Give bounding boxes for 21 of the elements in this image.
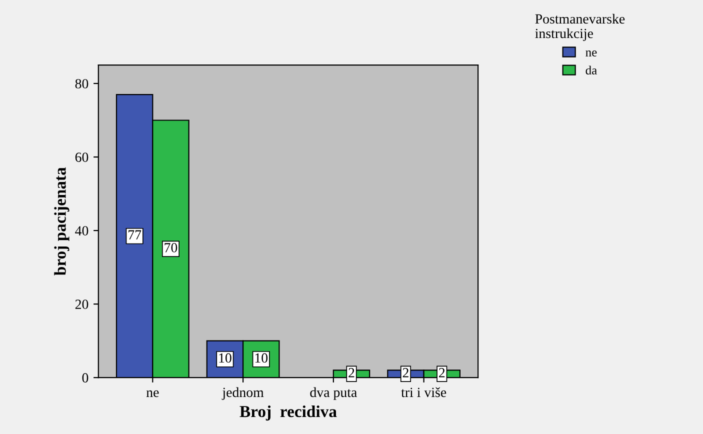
x-tick-label: jednom (222, 387, 264, 400)
legend-label: ne (586, 50, 597, 56)
data-label: 10 (255, 353, 268, 363)
x-axis-title: Broj recidiva (240, 405, 337, 421)
y-tick-label: 0 (82, 373, 88, 383)
data-label: 10 (219, 353, 232, 363)
y-tick-label: 20 (75, 300, 88, 310)
y-tick-label: 80 (75, 79, 88, 88)
legend-label: da (586, 66, 597, 75)
data-label: 2 (348, 368, 354, 378)
y-axis-title: broj pacijenata (54, 167, 70, 276)
x-tick-label: ne (146, 390, 159, 398)
data-label: 2 (402, 368, 408, 378)
data-label: 70 (164, 243, 178, 252)
x-tick-label: tri i više (401, 387, 446, 398)
y-tick-label: 40 (75, 226, 88, 236)
legend-title: Postmanevarske instrukcije (535, 14, 625, 41)
data-label: 77 (128, 230, 142, 240)
x-tick-label: dva puta (310, 387, 357, 400)
y-tick-label: 60 (75, 152, 88, 162)
data-label: 2 (439, 368, 445, 378)
